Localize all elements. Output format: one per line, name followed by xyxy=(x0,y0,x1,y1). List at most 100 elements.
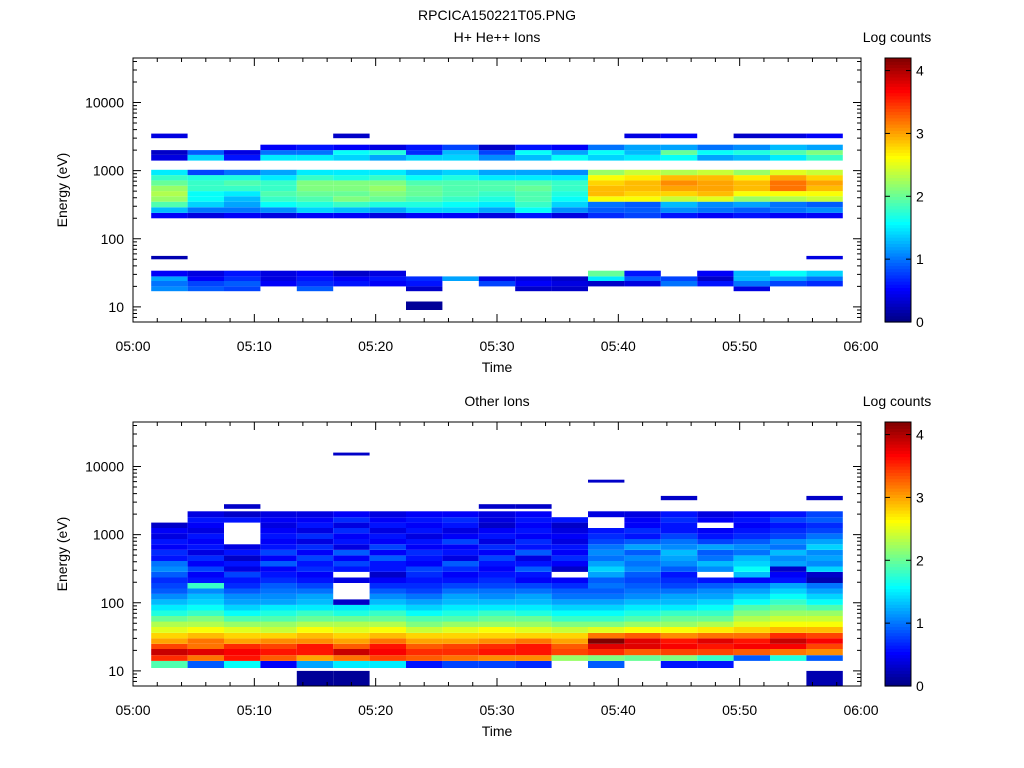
colorbar-step xyxy=(885,450,911,455)
y-axis-label: Energy (eV) xyxy=(54,517,70,592)
heatmap-cell xyxy=(406,593,443,600)
heatmap-cell xyxy=(260,555,297,561)
heatmap-cell xyxy=(151,133,188,139)
colorbar-step xyxy=(885,180,911,185)
heatmap-cell xyxy=(296,522,334,528)
heatmap-cell xyxy=(187,660,224,668)
colorbar-step xyxy=(885,95,911,100)
colorbar-step xyxy=(885,215,911,219)
heatmap-cell xyxy=(296,616,334,622)
heatmap-cell xyxy=(806,133,843,139)
colorbar-step xyxy=(885,218,911,223)
heatmap-cell xyxy=(296,270,334,277)
heatmap-cell xyxy=(697,517,734,523)
heatmap-cell xyxy=(588,544,625,550)
heatmap-cell xyxy=(442,583,479,589)
heatmap-cell xyxy=(770,583,807,589)
heatmap-cell xyxy=(224,555,261,561)
heatmap-cells xyxy=(151,133,843,310)
heatmap-cell xyxy=(624,604,661,611)
heatmap-cell xyxy=(588,154,625,161)
heatmap-cell xyxy=(406,544,443,550)
heatmap-cell xyxy=(260,185,297,192)
colorbar-step xyxy=(885,265,911,270)
colorbar-step xyxy=(885,177,911,182)
heatmap-cell xyxy=(733,511,770,518)
heatmap-cell xyxy=(515,504,552,509)
heatmap-cell xyxy=(551,638,588,644)
colorbar-step xyxy=(885,604,911,609)
heatmap-cell xyxy=(697,655,734,661)
heatmap-cell xyxy=(333,511,370,518)
colorbar-step xyxy=(885,563,911,568)
heatmap-cell xyxy=(406,660,443,668)
heatmap-cell xyxy=(369,627,406,633)
heatmap-cell xyxy=(733,577,770,583)
heatmap-cell xyxy=(733,169,770,176)
heatmap-cell xyxy=(624,610,661,616)
heatmap-cell xyxy=(770,550,807,556)
heatmap-cell xyxy=(624,144,661,151)
heatmap-cell xyxy=(260,643,297,649)
heatmap-cell xyxy=(187,599,224,605)
heatmap-cell xyxy=(697,144,734,151)
colorbar-step xyxy=(885,83,911,87)
heatmap-cell xyxy=(697,604,734,611)
heatmap-cell xyxy=(697,621,734,627)
colorbar-step xyxy=(885,594,911,599)
colorbar-step xyxy=(885,623,911,627)
heatmap-cell xyxy=(624,270,661,277)
y-tick-label: 1000 xyxy=(93,163,124,179)
heatmap-cell xyxy=(770,196,807,202)
heatmap-cell xyxy=(478,593,516,600)
heatmap-cell xyxy=(333,538,370,545)
heatmap-cell xyxy=(187,286,224,292)
colorbar-step xyxy=(885,152,911,157)
colorbar-step xyxy=(885,676,911,681)
colorbar-tick-label: 2 xyxy=(916,552,924,568)
heatmap-cell xyxy=(151,566,188,572)
heatmap-cell xyxy=(478,566,516,572)
heatmap-cell xyxy=(224,207,261,213)
heatmap-cell xyxy=(624,655,661,661)
heatmap-cell xyxy=(551,517,588,523)
heatmap-cell xyxy=(260,583,297,589)
heatmap-cell xyxy=(442,604,479,611)
heatmap-cell xyxy=(333,191,370,197)
heatmap-cell xyxy=(187,544,224,550)
heatmap-cell xyxy=(224,150,261,155)
x-tick-label: 05:10 xyxy=(237,702,272,718)
heatmap-cell xyxy=(406,528,443,534)
colorbar-step xyxy=(885,237,911,241)
colorbar-step xyxy=(885,607,911,612)
heatmap-cell xyxy=(333,144,370,151)
heatmap-cell xyxy=(806,638,843,644)
colorbar-step xyxy=(885,284,911,289)
heatmap-cell xyxy=(588,270,625,277)
heatmap-cell xyxy=(260,517,297,523)
colorbar-tick-label: 3 xyxy=(916,125,924,141)
heatmap-cell xyxy=(442,550,479,556)
colorbar-step xyxy=(885,503,911,508)
heatmap-cell xyxy=(333,544,370,550)
colorbar-step xyxy=(885,557,911,561)
heatmap-cell xyxy=(697,566,734,572)
colorbar-step xyxy=(885,440,911,445)
heatmap-cell xyxy=(151,577,188,583)
heatmap-cell xyxy=(369,511,406,518)
colorbar-step xyxy=(885,447,911,451)
heatmap-cell xyxy=(369,544,406,550)
x-tick-label: 05:40 xyxy=(601,702,636,718)
heatmap-cell xyxy=(515,627,552,633)
heatmap-cell xyxy=(551,276,588,281)
heatmap-cell xyxy=(806,648,843,656)
heatmap-cell xyxy=(624,154,661,161)
heatmap-cell xyxy=(697,185,734,192)
heatmap-cell xyxy=(478,544,516,550)
heatmap-cell xyxy=(624,511,661,518)
heatmap-cell xyxy=(515,276,552,281)
heatmap-cell xyxy=(187,201,224,208)
heatmap-cell xyxy=(333,633,370,639)
heatmap-cell xyxy=(478,511,516,518)
colorbar-step xyxy=(885,171,911,175)
